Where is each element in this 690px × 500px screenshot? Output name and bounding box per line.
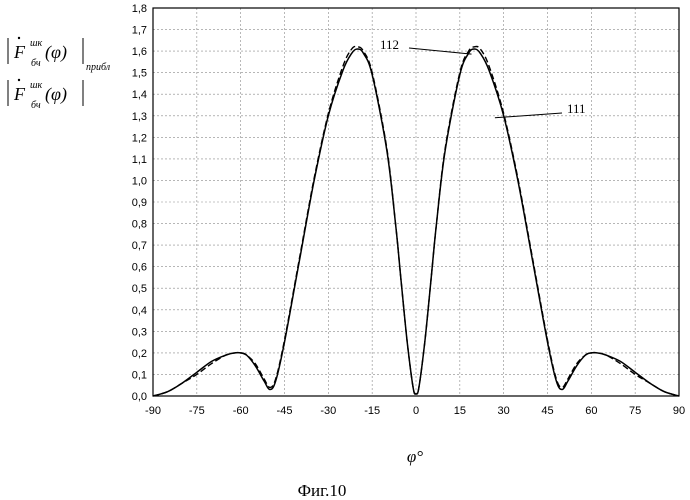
legend-approx-dot (18, 37, 20, 39)
y-tick-label: 1,6 (132, 46, 147, 58)
y-tick-label: 1,1 (132, 154, 147, 166)
x-tick-label: -90 (145, 405, 161, 417)
annotation-111: 111 (567, 101, 586, 116)
y-tick-label: 0,2 (132, 348, 147, 360)
x-tick-label: 30 (498, 405, 510, 417)
legend-approx: F шк бч (φ) прибл (8, 37, 111, 73)
legend-exact-dot (18, 79, 20, 81)
y-tick-label: 1,4 (132, 89, 147, 101)
legend: F шк бч (φ) прибл F шк бч (φ) (8, 37, 111, 111)
legend-exact-sub: бч (31, 100, 41, 111)
grid-lines (153, 8, 679, 396)
x-tick-label: -60 (233, 405, 249, 417)
x-tick-label: -45 (277, 405, 293, 417)
x-tick-label: 90 (673, 405, 685, 417)
legend-exact-f: F (13, 84, 26, 104)
y-tick-label: 1,7 (132, 25, 147, 37)
legend-exact-arg: (φ) (45, 84, 67, 105)
x-tick-label: -75 (189, 405, 205, 417)
figure-caption: Фиг.10 (298, 481, 347, 500)
y-tick-label: 0,8 (132, 219, 147, 231)
y-tick-label: 0,9 (132, 197, 147, 209)
y-tick-label: 0,3 (132, 326, 147, 338)
x-tick-label: 15 (454, 405, 466, 417)
y-tick-label: 1,0 (132, 175, 147, 187)
legend-approx-arg: (φ) (45, 42, 67, 63)
y-tick-label: 0,6 (132, 262, 147, 274)
y-tick-label: 1,5 (132, 68, 147, 80)
x-axis-label: φ° (407, 447, 423, 466)
x-tick-label: 45 (541, 405, 553, 417)
y-tick-label: 1,3 (132, 111, 147, 123)
y-tick-label: 0,1 (132, 369, 147, 381)
x-tick-label: -30 (320, 405, 336, 417)
y-tick-label: 1,8 (132, 3, 147, 15)
annotation-112: 112 (380, 37, 399, 52)
y-tick-label: 0,5 (132, 283, 147, 295)
y-tick-label: 0,4 (132, 305, 147, 317)
legend-approx-sub: бч (31, 58, 41, 69)
legend-exact-sup: шк (30, 80, 43, 91)
x-tick-label: 75 (629, 405, 641, 417)
y-tick-label: 0,0 (132, 391, 147, 403)
legend-approx-f: F (13, 42, 26, 62)
legend-approx-tail: прибл (86, 62, 111, 73)
x-tick-label: 60 (585, 405, 597, 417)
annotations: 112 111 (380, 37, 586, 118)
annotation-111-leader (495, 113, 562, 118)
x-tick-label: -15 (364, 405, 380, 417)
legend-approx-sup: шк (30, 38, 43, 49)
y-tick-label: 0,7 (132, 240, 147, 252)
y-tick-label: 1,2 (132, 132, 147, 144)
legend-exact: F шк бч (φ) (8, 79, 83, 111)
x-tick-label: 0 (413, 405, 419, 417)
